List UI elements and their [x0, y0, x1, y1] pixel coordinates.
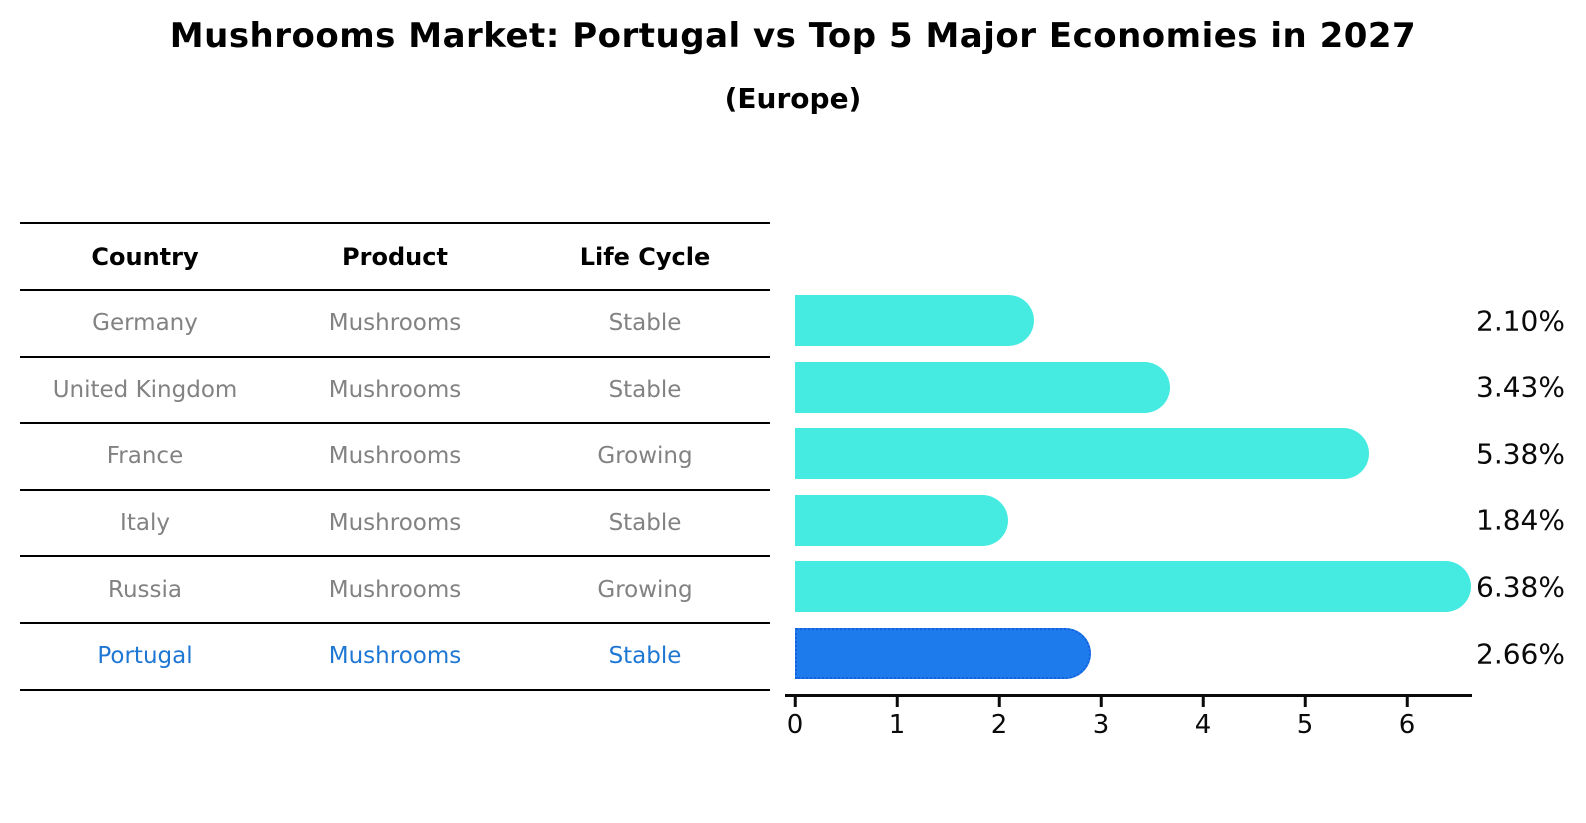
cell-lifecycle: Stable [608, 510, 682, 537]
x-axis-tick-label: 3 [1092, 710, 1110, 740]
value-label-russia: 6.38% [1476, 570, 1565, 604]
cell-country: Italy [120, 510, 170, 537]
x-axis-tick-label: 4 [1194, 710, 1212, 740]
value-label-france: 5.38% [1476, 437, 1565, 471]
table-row-russia: Russia Mushrooms Growing [20, 557, 770, 624]
cell-country: Portugal [97, 643, 193, 670]
cell-product: Mushrooms [328, 376, 462, 403]
cell-lifecycle: Growing [597, 443, 693, 470]
bar-united-kingdom [795, 361, 1170, 413]
x-axis-tick-label: 6 [1398, 710, 1416, 740]
cell-product: Mushrooms [328, 443, 462, 470]
table-header-row: Country Product Life Cycle [20, 224, 770, 291]
cell-lifecycle: Growing [597, 576, 693, 603]
table-body: Germany Mushrooms Stable United Kingdom Mush… [20, 291, 770, 691]
cell-country: United Kingdom [52, 376, 238, 403]
column-header-country: Country [91, 242, 199, 271]
bar-france [795, 428, 1369, 480]
x-axis-tick [1405, 697, 1409, 707]
chart-title: Mushrooms Market: Portugal vs Top 5 Majo… [169, 16, 1417, 56]
value-label-germany: 2.10% [1476, 304, 1565, 337]
table-row-portugal: Portugal Mushrooms Stable [20, 624, 770, 691]
x-axis-tick-label: 1 [888, 710, 906, 740]
bar-portugal [795, 628, 1091, 679]
cell-lifecycle: Stable [608, 643, 682, 670]
cell-country: France [106, 443, 184, 470]
table-row-germany: Germany Mushrooms Stable [20, 291, 770, 358]
bar-russia [795, 561, 1471, 613]
cell-product: Mushrooms [328, 510, 462, 537]
value-label-portugal: 2.66% [1476, 637, 1565, 670]
table-row-united-kingdom: United Kingdom Mushrooms Stable [20, 358, 770, 425]
x-axis-tick [793, 697, 797, 707]
cell-product: Mushrooms [328, 310, 462, 337]
column-header-lifecycle: Life Cycle [579, 242, 711, 271]
value-label-united-kingdom: 3.43% [1476, 370, 1565, 404]
x-axis-tick [1303, 697, 1307, 707]
cell-product: Mushrooms [328, 643, 462, 670]
cell-product: Mushrooms [328, 576, 462, 603]
x-axis-line [785, 694, 1472, 697]
table-row-italy: Italy Mushrooms Stable [20, 491, 770, 558]
column-header-product: Product [342, 242, 448, 271]
x-axis-tick-label: 2 [990, 710, 1008, 740]
cell-lifecycle: Stable [608, 376, 682, 403]
country-table: Country Product Life Cycle Germany Mushro… [20, 222, 770, 691]
cell-country: Russia [108, 576, 182, 603]
bar-italy [795, 494, 1008, 546]
x-axis-tick [1201, 697, 1205, 707]
x-axis-tick [895, 697, 899, 707]
x-axis-tick [1099, 697, 1103, 707]
value-label-italy: 1.84% [1476, 503, 1565, 537]
cell-country: Germany [92, 310, 198, 337]
x-axis-tick [997, 697, 1001, 707]
bar-germany [795, 295, 1034, 346]
chart-subtitle: (Europe) [724, 82, 862, 115]
x-axis-tick-label: 5 [1296, 710, 1314, 740]
table-row-france: France Mushrooms Growing [20, 424, 770, 491]
cell-lifecycle: Stable [608, 310, 682, 337]
x-axis-tick-label: 0 [786, 710, 804, 740]
